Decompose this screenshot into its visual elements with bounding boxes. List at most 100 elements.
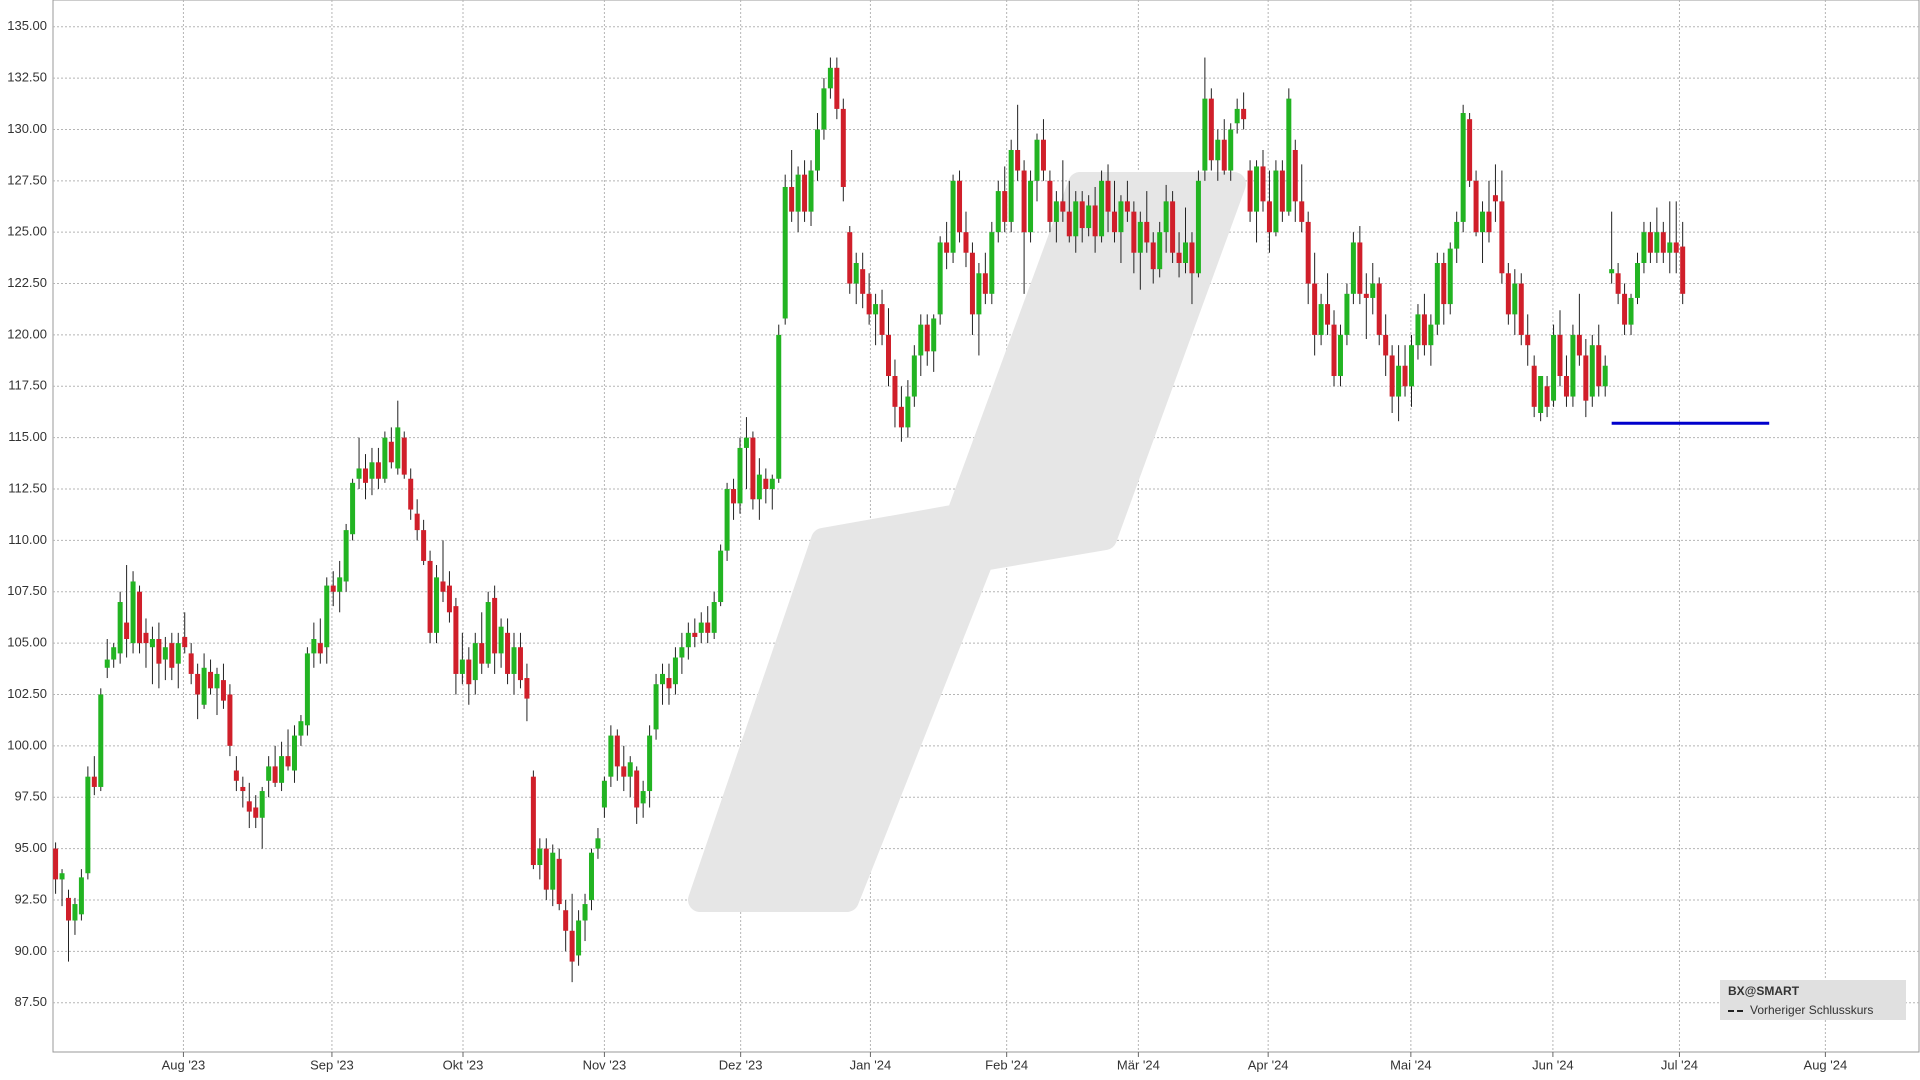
candle-body	[711, 602, 717, 633]
candle-body	[1680, 246, 1686, 294]
legend-box	[1720, 980, 1906, 1020]
candle-body	[666, 678, 672, 689]
y-tick-label: 115.00	[8, 429, 47, 444]
candle-body	[1370, 283, 1376, 298]
candle-body	[91, 776, 97, 787]
x-tick-label: Apr '24	[1248, 1057, 1289, 1072]
candle-body	[1202, 98, 1208, 171]
candle-body	[1008, 149, 1014, 222]
candle-body	[672, 657, 678, 685]
candle-body	[595, 838, 601, 849]
candle-body	[1376, 283, 1382, 335]
candle-body	[479, 643, 485, 664]
candle-body	[1021, 170, 1027, 233]
candle-body	[724, 489, 730, 551]
candle-body	[634, 770, 640, 808]
candle-body	[1467, 119, 1473, 181]
candle-body	[440, 581, 446, 592]
y-tick-label: 122.50	[7, 275, 47, 290]
candle-body	[879, 304, 885, 335]
candle-body	[563, 910, 569, 931]
candle-body	[737, 447, 743, 504]
candle-body	[1396, 365, 1402, 397]
candle-body	[1208, 98, 1214, 161]
candle-body	[1124, 201, 1130, 212]
candle-body	[892, 376, 898, 407]
candle-body	[886, 334, 892, 377]
candle-body	[1292, 149, 1298, 202]
candle-body	[272, 766, 278, 783]
y-tick-label: 125.00	[7, 224, 47, 239]
candle-body	[827, 67, 833, 89]
candle-body	[647, 735, 653, 792]
candle-body	[550, 852, 556, 890]
candle-body	[802, 174, 808, 212]
candle-body	[698, 622, 704, 633]
candle-body	[1408, 345, 1414, 387]
candle-body	[1634, 263, 1640, 298]
candle-body	[285, 756, 291, 767]
candle-body	[1066, 211, 1072, 237]
candle-body	[1286, 98, 1292, 212]
candle-body	[291, 735, 297, 771]
grid	[53, 0, 1919, 1057]
candle-body	[53, 848, 59, 880]
candle-body	[298, 721, 304, 736]
candle-body	[175, 643, 181, 664]
candle-body	[382, 437, 388, 479]
x-tick-label: Feb '24	[985, 1057, 1028, 1072]
candle-body	[1234, 108, 1240, 124]
candle-body	[1357, 242, 1363, 294]
y-tick-label: 87.50	[14, 994, 47, 1009]
candle-body	[124, 622, 130, 640]
y-tick-label: 110.00	[8, 532, 47, 547]
candle-body	[388, 441, 394, 463]
candle-body	[453, 606, 459, 674]
candle-body	[143, 632, 149, 644]
candle-body	[1602, 365, 1608, 387]
candle-body	[660, 673, 666, 685]
candle-body	[1086, 205, 1092, 229]
y-tick-label: 95.00	[14, 840, 47, 855]
candle-body	[911, 355, 917, 397]
candle-body	[1622, 293, 1628, 325]
candle-body	[995, 191, 1001, 233]
candle-body	[317, 643, 323, 654]
candle-body	[59, 873, 65, 880]
candle-body	[466, 659, 472, 685]
candle-body	[498, 626, 504, 654]
candle-body	[485, 602, 491, 664]
candle-body	[640, 791, 646, 804]
candle-body	[1460, 113, 1466, 222]
x-tick-label: Sep '23	[310, 1057, 354, 1072]
candle-body	[918, 324, 924, 356]
candle-body	[1480, 211, 1486, 233]
candle-body	[718, 550, 724, 603]
candle-body	[434, 577, 440, 633]
candle-body	[588, 852, 594, 900]
candle-body	[569, 930, 575, 962]
candle-body	[1040, 139, 1046, 171]
candle-body	[1563, 376, 1569, 397]
candle-body	[1415, 314, 1421, 346]
candle-body	[1389, 355, 1395, 397]
candle-body	[253, 807, 259, 818]
candle-body	[776, 334, 782, 479]
candle-body	[395, 427, 401, 469]
candle-body	[1583, 355, 1589, 401]
candle-body	[834, 67, 840, 109]
candle-body	[227, 694, 233, 746]
candle-body	[627, 762, 633, 777]
candle-body	[240, 786, 246, 792]
candle-body	[963, 232, 969, 253]
candle-body	[1150, 242, 1156, 270]
candle-body	[511, 647, 517, 674]
candle-body	[1589, 345, 1595, 397]
candle-body	[1499, 201, 1505, 274]
candle-body	[65, 897, 71, 921]
candle-body	[162, 647, 168, 660]
candle-body	[149, 639, 155, 648]
candle-body	[543, 848, 549, 890]
legend-title: BX@SMART	[1728, 984, 1800, 998]
